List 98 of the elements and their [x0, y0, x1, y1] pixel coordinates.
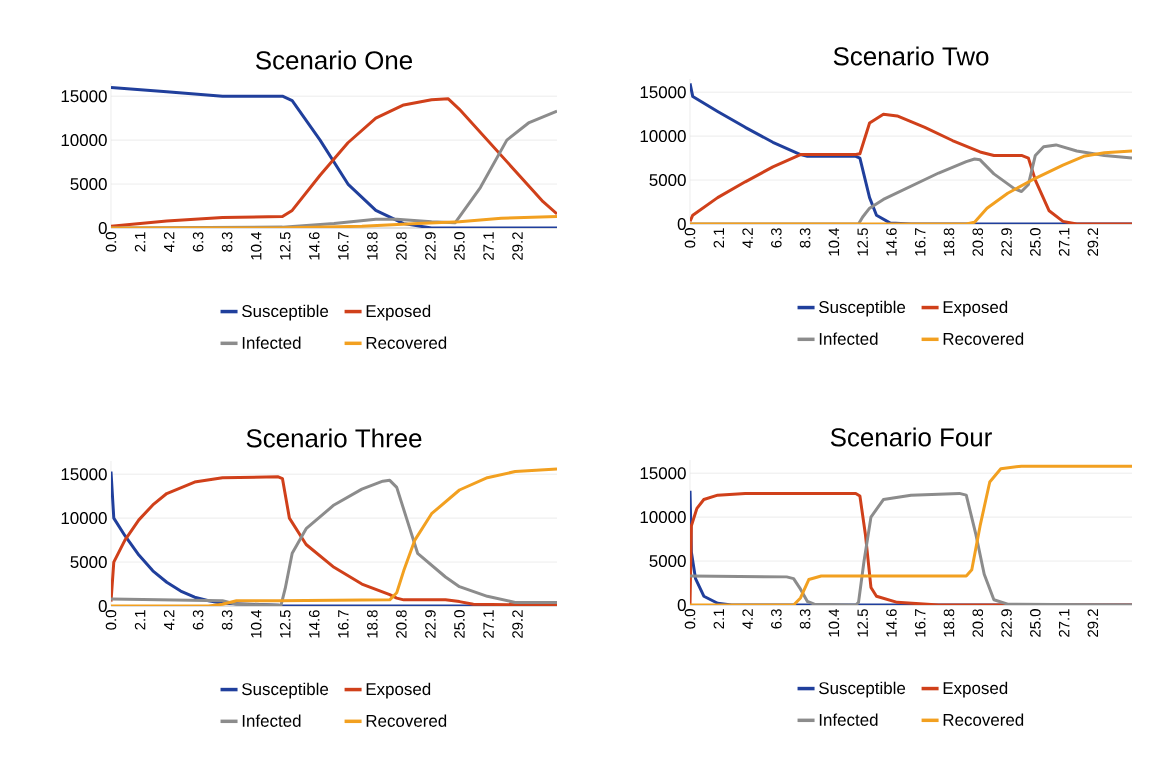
x-tick-label: 12.5	[279, 610, 291, 638]
line-series	[111, 215, 557, 228]
x-tick-label: 10.4	[250, 231, 262, 260]
x-tick-label: 8.3	[221, 232, 233, 252]
legend-label: Exposed	[943, 681, 1008, 698]
x-tick-label: 22.9	[425, 232, 436, 260]
x-tick-label: 4.2	[163, 610, 175, 630]
chart-title: Scenario Four	[830, 427, 992, 447]
x-tick-label: 25.0	[454, 232, 465, 260]
x-tick-label: 27.1	[1058, 228, 1070, 256]
y-tick-label: 10000	[61, 134, 107, 147]
x-tick-label: 29.2	[1087, 609, 1099, 637]
legend-label: Infected	[242, 714, 301, 727]
x-tick-label: 0.0	[105, 610, 117, 630]
x-tick-label: 6.3	[192, 232, 204, 252]
y-tick-label: 15000	[61, 90, 107, 103]
y-tick-label: 5000	[649, 555, 686, 568]
x-tick-label: 20.8	[972, 228, 984, 256]
x-tick-label: 27.1	[1058, 609, 1070, 637]
y-tick-label: 10000	[640, 130, 686, 143]
y-tick-label: 0	[677, 218, 686, 230]
y-tick-label: 0	[98, 222, 107, 234]
y-tick-label: 10000	[61, 512, 107, 525]
legend-label: Infected	[819, 713, 878, 726]
x-tick-label: 4.2	[163, 232, 175, 252]
x-tick-label: 27.1	[483, 610, 494, 638]
y-tick-label: 5000	[70, 178, 107, 191]
x-tick-label: 16.7	[914, 228, 926, 256]
y-tick-label: 5000	[70, 556, 107, 569]
legend-label: Exposed	[366, 682, 431, 699]
chart-title: Scenario One	[255, 50, 412, 70]
line-series	[690, 112, 1133, 224]
x-tick-label: 29.2	[512, 610, 523, 638]
x-tick-label: 29.2	[512, 232, 523, 260]
x-tick-label: 12.5	[857, 228, 868, 256]
legend-label: Recovered	[943, 332, 1024, 345]
x-tick-label: 16.7	[338, 610, 349, 638]
x-tick-label: 0.0	[684, 228, 696, 248]
x-tick-label: 22.9	[1001, 609, 1012, 637]
x-tick-label: 25.0	[454, 610, 465, 638]
x-tick-label: 0.0	[105, 232, 117, 252]
x-tick-label: 6.3	[771, 609, 782, 629]
x-tick-label: 18.8	[943, 228, 955, 256]
x-tick-label: 4.2	[742, 609, 753, 629]
x-tick-label: 20.8	[396, 610, 407, 638]
x-tick-label: 14.6	[308, 232, 320, 260]
x-tick-label: 14.6	[886, 609, 897, 637]
x-tick-label: 16.7	[914, 609, 926, 637]
legend-label: Exposed	[366, 304, 431, 321]
x-tick-label: 12.5	[279, 232, 291, 260]
x-tick-label: 18.8	[367, 610, 378, 638]
legend-label: Susceptible	[819, 681, 906, 698]
x-tick-label: 18.8	[367, 232, 378, 260]
legend-label: Susceptible	[819, 300, 906, 317]
x-tick-label: 20.8	[396, 232, 407, 260]
x-tick-label: 14.6	[886, 228, 897, 256]
legend-label: Infected	[242, 336, 301, 349]
x-tick-label: 8.3	[799, 228, 811, 248]
legend-label: Recovered	[366, 714, 447, 727]
x-tick-label: 2.1	[713, 228, 724, 248]
x-tick-label: 22.9	[1001, 228, 1012, 256]
x-tick-label: 10.4	[828, 227, 840, 256]
legend-label: Infected	[819, 332, 878, 345]
y-tick-label: 10000	[640, 511, 686, 524]
legend-label: Exposed	[943, 300, 1008, 317]
y-tick-label: 5000	[649, 174, 686, 187]
x-tick-label: 12.5	[857, 609, 868, 637]
x-tick-label: 0.0	[684, 609, 696, 629]
x-tick-label: 10.4	[250, 609, 262, 638]
x-tick-label: 25.0	[1030, 609, 1041, 637]
x-tick-label: 4.2	[742, 228, 753, 248]
x-tick-label: 6.3	[771, 228, 782, 248]
x-tick-label: 6.3	[192, 610, 204, 630]
x-tick-label: 20.8	[972, 609, 984, 637]
x-tick-label: 27.1	[483, 232, 494, 260]
x-tick-label: 18.8	[943, 609, 955, 637]
y-tick-label: 15000	[640, 86, 686, 99]
y-tick-label: 15000	[640, 467, 686, 480]
x-tick-label: 29.2	[1087, 228, 1099, 256]
x-tick-label: 10.4	[828, 608, 840, 637]
legend-label: Susceptible	[242, 682, 329, 699]
x-tick-label: 2.1	[134, 610, 146, 630]
x-tick-label: 2.1	[134, 232, 146, 252]
legend-label: Recovered	[943, 713, 1024, 726]
legend-label: Susceptible	[242, 304, 329, 321]
x-tick-label: 14.6	[308, 610, 320, 638]
legend-label: Recovered	[366, 336, 447, 349]
x-tick-label: 22.9	[425, 610, 436, 638]
x-tick-label: 8.3	[221, 610, 233, 630]
x-tick-label: 8.3	[799, 609, 811, 629]
chart-title: Scenario Three	[246, 428, 422, 448]
y-tick-label: 0	[98, 600, 107, 612]
x-tick-label: 2.1	[713, 609, 724, 629]
y-tick-label: 0	[677, 599, 686, 611]
x-tick-label: 16.7	[338, 232, 349, 260]
x-tick-label: 25.0	[1030, 228, 1041, 256]
y-tick-label: 15000	[61, 468, 107, 481]
chart-title: Scenario Two	[833, 46, 989, 66]
